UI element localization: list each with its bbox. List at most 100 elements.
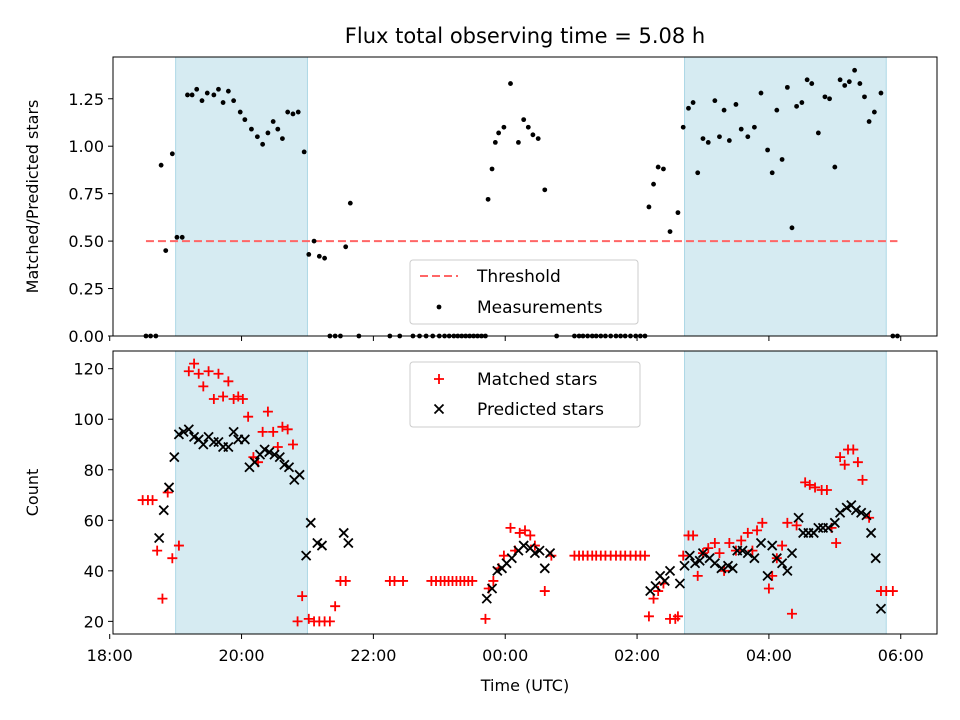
predicted-star-point [813, 522, 824, 534]
matched-star-point [324, 616, 335, 627]
matched-star-point [147, 495, 158, 506]
measurement-point [542, 187, 548, 193]
measurement-point [815, 130, 821, 136]
matched-star-point [525, 530, 536, 541]
measurement-point [220, 100, 226, 105]
predicted-star-point [875, 603, 887, 614]
matched-star-point [257, 426, 268, 437]
matched-star-point [724, 538, 735, 549]
measurement-point [501, 124, 507, 130]
measurement-point [290, 111, 296, 117]
predicted-star-point [274, 451, 285, 463]
measurement-point [745, 134, 751, 140]
measurement-point [216, 86, 221, 92]
measurement-point [211, 92, 217, 98]
matched-star-point [643, 611, 654, 622]
measurement-point [242, 117, 248, 123]
measurement-point [343, 244, 349, 250]
matched-star-point [791, 520, 802, 531]
x-tick-label: 20:00 [218, 646, 264, 665]
predicted-star-point [208, 436, 219, 448]
measurement-point [866, 119, 872, 124]
predicted-star-point [534, 545, 545, 556]
measurement-point [675, 210, 681, 216]
legend-box [409, 259, 639, 325]
matched-star-point [243, 411, 254, 422]
matched-star-point [639, 550, 650, 561]
matched-star-point [498, 550, 509, 561]
predicted-star-point [856, 507, 867, 518]
measurement-point [721, 107, 727, 113]
predicted-star-point [679, 560, 690, 571]
predicted-star-point [762, 570, 773, 582]
predicted-star-point [223, 441, 234, 453]
matched-star-point [821, 484, 832, 495]
matched-star-point [167, 553, 178, 564]
plot-frame [112, 350, 938, 635]
matched-star-point [467, 575, 478, 586]
measurement-point [794, 103, 799, 109]
y-tick-label: 1.25 [68, 90, 104, 109]
measurement-point [774, 107, 780, 113]
predicted-star-point [283, 462, 295, 473]
measurement-point [237, 109, 243, 115]
matched-star-point [763, 583, 774, 594]
measurement-point [846, 79, 852, 85]
measurement-point [189, 92, 195, 98]
predicted-star-point [518, 540, 529, 551]
x-tick-label: 22:00 [350, 646, 396, 665]
measurement-point [680, 124, 686, 130]
matched-star-point [736, 535, 747, 546]
predicted-star-point [183, 424, 194, 435]
measurement-point [700, 136, 706, 142]
measurement-point [695, 170, 701, 176]
matched-star-point [213, 368, 224, 379]
measurement-point [857, 81, 863, 86]
matched-star-point [887, 586, 898, 597]
measurement-point [789, 225, 795, 231]
predicted-star-point [316, 540, 328, 551]
predicted-star-point [343, 537, 354, 549]
legend-threshold-label: Threshold [476, 267, 561, 287]
predicted-star-point [709, 558, 720, 569]
matched-star-point [183, 366, 194, 377]
y-tick-label: 0.50 [68, 232, 104, 251]
measurement-point [837, 77, 843, 83]
matched-star-point [505, 522, 516, 533]
matched-star-point [678, 550, 689, 561]
predicted-star-point [301, 550, 312, 561]
plot-frame [112, 56, 938, 337]
measurement-point [765, 147, 770, 153]
measurement-point [254, 134, 260, 140]
legend-matched-label: Matched stars [477, 370, 597, 390]
y-tick-label: 20 [84, 612, 104, 631]
measurement-point [852, 67, 857, 73]
matched-star-point [223, 376, 234, 387]
measurement-point [285, 109, 291, 115]
predicted-star-point [694, 555, 705, 566]
matched-star-point [389, 575, 400, 586]
y-axis-label: Matched/Predicted stars [23, 100, 42, 294]
matched-star-point [520, 525, 530, 536]
measurement-point [832, 164, 838, 170]
legend-box [409, 361, 641, 428]
measurement-point [249, 126, 254, 132]
matched-star-point [262, 406, 273, 417]
top-panel: 0.00 0.25 0.50 0.75 1.00 1.25 Matched/Predicte… [23, 56, 938, 346]
matched-star-point [767, 570, 778, 581]
matched-star-point [287, 439, 298, 450]
measurement-point [827, 96, 832, 102]
predicted-star-point [742, 548, 753, 559]
measurement-point [316, 253, 322, 259]
matched-star-point [852, 457, 863, 468]
y-axis-label: Count [23, 469, 42, 517]
shaded-interval [684, 350, 887, 635]
matched-star-point [857, 474, 868, 485]
y-tick-label: 40 [84, 562, 104, 581]
measurement-point [265, 130, 271, 136]
matched-star-point [539, 586, 550, 597]
measurement-point [809, 81, 815, 86]
measurement-point [667, 229, 673, 235]
predicted-star-point [305, 517, 316, 528]
predicted-star-point [829, 517, 840, 528]
